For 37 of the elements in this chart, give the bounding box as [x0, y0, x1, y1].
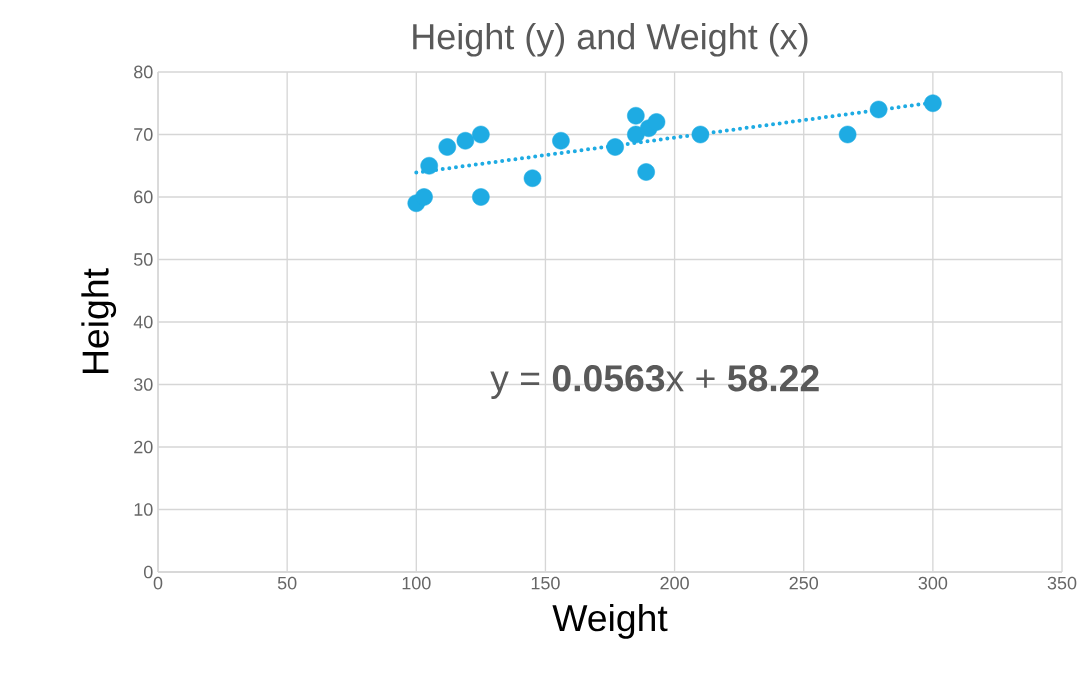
point	[472, 125, 490, 144]
point	[523, 169, 542, 188]
point	[691, 125, 710, 144]
point	[637, 163, 655, 181]
point	[438, 138, 457, 156]
x-tick-label: 350	[1047, 576, 1077, 590]
point	[420, 156, 438, 175]
y-tick-label: 0	[143, 565, 153, 579]
x-tick-label: 100	[402, 576, 431, 590]
point	[552, 131, 570, 150]
point	[415, 188, 433, 206]
chart-title: Height (y) and Weight (x)	[413, 23, 808, 57]
point	[606, 138, 624, 156]
point	[627, 106, 645, 125]
x-tick-label: 0	[153, 576, 163, 590]
x-tick-label: 300	[918, 576, 948, 590]
y-tick-label: 70	[134, 128, 153, 141]
annotation: y = 0.0563x + 58.22	[490, 365, 819, 399]
point	[472, 188, 490, 206]
y-tick-label: 10	[134, 503, 153, 516]
y-axis-title: Height	[81, 268, 117, 373]
y-tick-label: 40	[133, 315, 153, 329]
point	[838, 125, 857, 144]
point	[647, 113, 666, 131]
y-tick-label: 60	[134, 190, 153, 204]
x-tick-label: 200	[660, 576, 689, 590]
y-tick-label: 80	[134, 65, 153, 79]
y-tick-label: 20	[134, 440, 153, 454]
y-tick-label: 30	[133, 378, 153, 391]
point	[924, 94, 942, 113]
y-tick-label: 50	[133, 253, 153, 266]
point	[456, 131, 475, 150]
x-tick-label: 250	[789, 576, 819, 590]
point	[869, 100, 888, 119]
x-tick-label: 150	[531, 576, 560, 590]
x-tick-label: 50	[277, 576, 297, 590]
x-axis-title: Weight	[552, 603, 668, 639]
